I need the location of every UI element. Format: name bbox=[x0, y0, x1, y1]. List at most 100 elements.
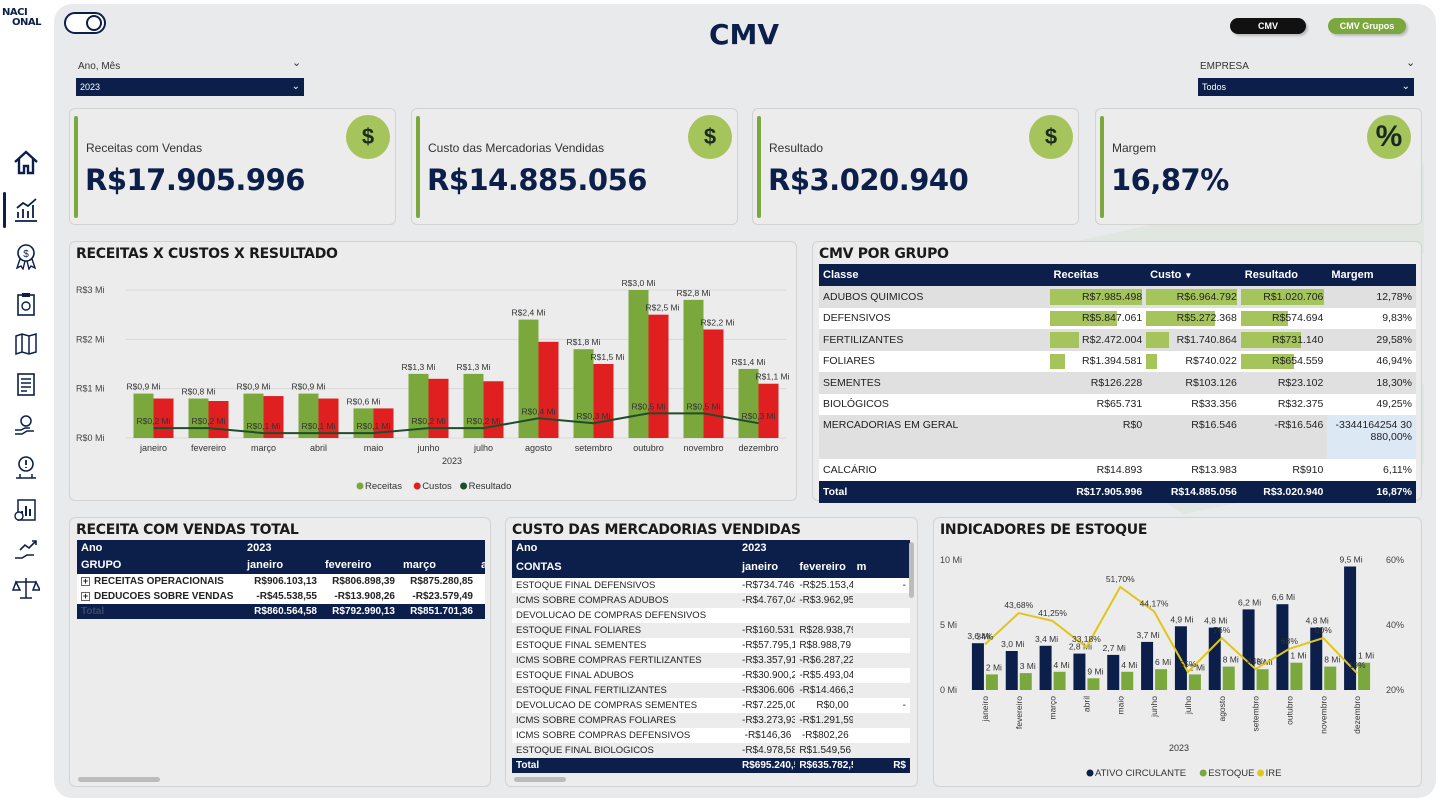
bar-ativo-circulante[interactable] bbox=[1107, 654, 1120, 690]
table-row[interactable]: + RECEITAS OPERACIONAIS R$906.103,13 R$806.… bbox=[77, 574, 485, 589]
column-header[interactable]: janeiro bbox=[243, 556, 321, 574]
bar-estoque[interactable] bbox=[1155, 669, 1168, 690]
bar-custos[interactable] bbox=[428, 378, 449, 438]
money-hand-icon[interactable] bbox=[12, 412, 40, 440]
bar-estoque[interactable] bbox=[1324, 666, 1337, 690]
horizontal-scrollbar[interactable] bbox=[78, 777, 160, 782]
clipboard-check-icon[interactable] bbox=[12, 290, 40, 318]
table-row[interactable]: ESTOQUE FINAL FERTILIZANTES-R$306.606,31… bbox=[512, 683, 910, 698]
bar-receitas[interactable] bbox=[408, 373, 429, 438]
table-row[interactable]: ICMS SOBRE COMPRAS FOLIARES -R$3.273,93 -R… bbox=[512, 713, 910, 728]
table-row[interactable]: DEVOLUCAO DE COMPRAS SEMENTES -R$7.225,00… bbox=[512, 698, 910, 713]
line-resultado[interactable] bbox=[153, 412, 759, 435]
horizontal-scrollbar[interactable] bbox=[514, 777, 566, 782]
table-row[interactable]: ESTOQUE FINAL FOLIARES-R$160.531,35R$28.… bbox=[512, 623, 910, 638]
line-ire[interactable] bbox=[984, 585, 1358, 674]
bar-ativo-circulante[interactable] bbox=[1005, 651, 1018, 690]
period-filter-expand-icon[interactable]: ⌄ bbox=[292, 57, 302, 69]
table-row[interactable]: DEFENSIVOS R$5.847.061 R$5.272.368 R$574.69… bbox=[819, 307, 1416, 329]
legend-label[interactable]: Resultado bbox=[469, 481, 512, 492]
bar-estoque[interactable] bbox=[1256, 669, 1269, 690]
table-row[interactable]: FERTILIZANTES R$2.472.004 R$1.740.864 R$731… bbox=[819, 329, 1416, 351]
table-row[interactable]: BIOLÓGICOS R$65.731 R$33.356 R$32.375 49,25% bbox=[819, 393, 1416, 415]
bar-custos[interactable] bbox=[263, 396, 284, 438]
bar-receitas[interactable] bbox=[573, 349, 594, 438]
column-header[interactable]: CONTAS bbox=[512, 556, 738, 578]
bar-ativo-circulante[interactable] bbox=[1073, 653, 1086, 690]
bar-custos[interactable] bbox=[648, 314, 669, 438]
bar-estoque[interactable] bbox=[1019, 673, 1032, 690]
document-list-icon[interactable] bbox=[12, 370, 40, 398]
column-header[interactable]: a bbox=[477, 556, 485, 574]
legend-label[interactable]: ESTOQUE bbox=[1208, 768, 1254, 779]
bar-estoque[interactable] bbox=[1053, 671, 1066, 690]
tab-cmv-grupos[interactable]: CMV Grupos bbox=[1328, 18, 1406, 34]
bar-receitas[interactable] bbox=[463, 373, 484, 438]
column-header[interactable]: m bbox=[852, 556, 910, 578]
empresa-select[interactable]: Todos ⌄ bbox=[1198, 78, 1414, 96]
bar-custos[interactable] bbox=[373, 408, 394, 438]
bar-estoque[interactable] bbox=[1188, 674, 1201, 690]
money-award-icon[interactable]: $ bbox=[12, 242, 40, 270]
column-header[interactable]: Custo ▼ bbox=[1146, 264, 1241, 286]
table-row[interactable]: SEMENTES R$126.228 R$103.126 R$23.102 18,30% bbox=[819, 372, 1416, 394]
bar-receitas[interactable] bbox=[628, 290, 649, 438]
bar-ativo-circulante[interactable] bbox=[1310, 627, 1323, 690]
bar-receitas[interactable] bbox=[683, 299, 704, 438]
bar-ativo-circulante[interactable] bbox=[1208, 627, 1221, 690]
warning-people-icon[interactable] bbox=[12, 454, 40, 482]
table-row[interactable]: ADUBOS QUIMICOS R$7.985.498 R$6.964.792 R$1… bbox=[819, 286, 1416, 308]
scale-icon[interactable] bbox=[12, 574, 40, 602]
legend-label[interactable]: ATIVO CIRCULANTE bbox=[1095, 768, 1186, 779]
bar-custos[interactable] bbox=[703, 329, 724, 438]
theme-toggle[interactable] bbox=[64, 12, 106, 34]
column-header[interactable]: janeiro bbox=[738, 556, 796, 578]
bar-ativo-circulante[interactable] bbox=[1276, 604, 1289, 690]
column-header[interactable]: GRUPO bbox=[77, 556, 243, 574]
empresa-filter-expand-icon[interactable]: ⌄ bbox=[1406, 57, 1416, 69]
column-header[interactable]: Resultado bbox=[1240, 264, 1328, 286]
table-row[interactable]: ICMS SOBRE COMPRAS DEFENSIVOS -R$146,36 -R… bbox=[512, 728, 910, 743]
map-document-icon[interactable] bbox=[12, 330, 40, 358]
bar-custos[interactable] bbox=[758, 383, 779, 438]
bar-estoque[interactable] bbox=[1222, 666, 1235, 690]
legend-label[interactable]: IRE bbox=[1266, 768, 1282, 779]
bar-custos[interactable] bbox=[538, 341, 559, 438]
table-row[interactable]: MERCADORIAS EM GERAL R$0 R$16.546 -R$16.546… bbox=[819, 415, 1416, 459]
bar-receitas[interactable] bbox=[353, 408, 374, 438]
chart-growth-icon[interactable] bbox=[12, 196, 40, 224]
bar-custos[interactable] bbox=[483, 381, 504, 438]
bar-estoque[interactable] bbox=[985, 674, 998, 690]
bar-ativo-circulante[interactable] bbox=[1141, 641, 1154, 690]
bar-ativo-circulante[interactable] bbox=[971, 643, 984, 690]
table-row[interactable]: CALCÁRIO R$14.893 R$13.983 R$910 6,11% bbox=[819, 459, 1416, 481]
bar-receitas[interactable] bbox=[243, 393, 264, 438]
column-header[interactable]: Margem bbox=[1327, 264, 1416, 286]
bar-estoque[interactable] bbox=[1087, 678, 1100, 690]
table-row[interactable]: ICMS SOBRE COMPRAS ADUBOS -R$4.767,04 -R$3… bbox=[512, 593, 910, 608]
bar-estoque[interactable] bbox=[1121, 671, 1134, 690]
table-row[interactable]: ESTOQUE FINAL SEMENTES-R$57.795,12R$8.98… bbox=[512, 638, 910, 653]
column-header[interactable]: Classe bbox=[819, 264, 1050, 286]
bar-custos[interactable] bbox=[593, 364, 614, 438]
home-icon[interactable] bbox=[12, 148, 40, 176]
column-header[interactable]: fevereiro bbox=[795, 556, 853, 578]
tab-cmv[interactable]: CMV bbox=[1230, 18, 1306, 34]
vertical-scrollbar[interactable] bbox=[909, 542, 914, 598]
bar-ativo-circulante[interactable] bbox=[1242, 609, 1255, 690]
column-header[interactable]: Receitas bbox=[1049, 264, 1147, 286]
table-row[interactable]: ESTOQUE FINAL BIOLOGICOS -R$4.978,58 R$1.5… bbox=[512, 743, 910, 758]
bar-ativo-circulante[interactable] bbox=[1039, 645, 1052, 690]
table-row[interactable]: ESTOQUE FINAL ADUBOS-R$30.900,29-R$5.493… bbox=[512, 668, 910, 683]
column-header[interactable]: fevereiro bbox=[321, 556, 399, 574]
column-header[interactable]: março bbox=[399, 556, 477, 574]
period-select[interactable]: 2023 ⌄ bbox=[76, 78, 304, 96]
growth-hand-icon[interactable] bbox=[12, 536, 40, 564]
expand-plus-icon[interactable]: + bbox=[81, 591, 90, 601]
table-row[interactable]: ICMS SOBRE COMPRAS FERTILIZANTES -R$3.357… bbox=[512, 653, 910, 668]
legend-label[interactable]: Custos bbox=[422, 481, 452, 492]
table-row[interactable]: + DEDUCOES SOBRE VENDAS -R$45.538,55 -R$13.… bbox=[77, 589, 485, 604]
bar-custos[interactable] bbox=[318, 398, 339, 438]
report-chart-icon[interactable] bbox=[12, 496, 40, 524]
table-row[interactable]: DEVOLUCAO DE COMPRAS DEFENSIVOS bbox=[512, 608, 910, 623]
